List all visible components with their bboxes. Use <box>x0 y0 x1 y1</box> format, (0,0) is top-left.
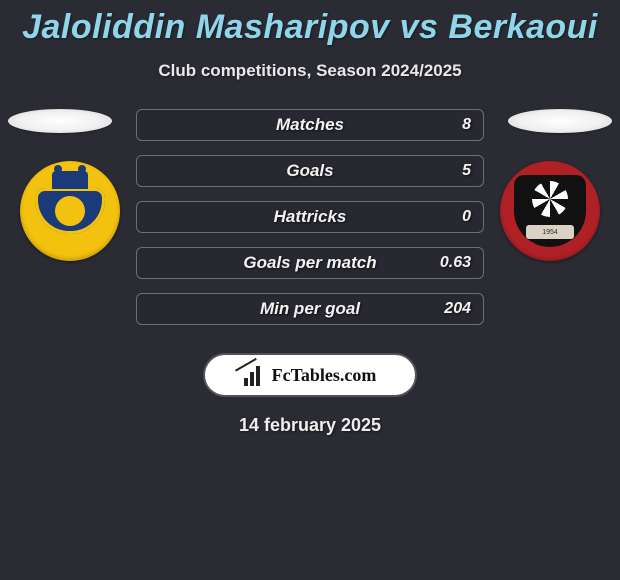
crest-right-year: 1954 <box>526 225 574 239</box>
stat-row-hattricks: Hattricks 0 <box>136 201 484 233</box>
page-title: Jaloliddin Masharipov vs Berkaoui <box>0 0 620 47</box>
club-crest-right: 1954 <box>500 161 600 261</box>
comparison-arena: 1954 Matches 8 Goals 5 Hattricks 0 Goals… <box>0 109 620 339</box>
stat-value-right: 0.63 <box>440 254 471 272</box>
stat-row-goals: Goals 5 <box>136 155 484 187</box>
stat-label: Min per goal <box>260 299 360 319</box>
update-date: 14 february 2025 <box>0 415 620 436</box>
crest-globe-icon <box>55 196 85 226</box>
player-left-photo-placeholder <box>8 109 112 133</box>
crest-left-inner <box>35 188 105 234</box>
player-right-photo-placeholder <box>508 109 612 133</box>
stat-row-goals-per-match: Goals per match 0.63 <box>136 247 484 279</box>
stat-value-right: 204 <box>444 300 471 318</box>
bar-chart-icon <box>244 364 266 386</box>
club-crest-left <box>20 161 120 261</box>
crest-right-shield: 1954 <box>514 175 586 247</box>
brand-text: FcTables.com <box>272 365 377 386</box>
stat-value-right: 8 <box>462 116 471 134</box>
stat-label: Goals per match <box>243 253 376 273</box>
stat-label: Hattricks <box>274 207 347 227</box>
subtitle: Club competitions, Season 2024/2025 <box>0 61 620 81</box>
stat-row-min-per-goal: Min per goal 204 <box>136 293 484 325</box>
stat-label: Matches <box>276 115 344 135</box>
stat-value-right: 5 <box>462 162 471 180</box>
soccer-ball-icon <box>532 181 568 217</box>
stat-label: Goals <box>286 161 333 181</box>
brand-link[interactable]: FcTables.com <box>203 353 417 397</box>
stat-value-right: 0 <box>462 208 471 226</box>
crest-crown-icon <box>52 171 88 189</box>
stat-rows: Matches 8 Goals 5 Hattricks 0 Goals per … <box>136 109 484 339</box>
stat-row-matches: Matches 8 <box>136 109 484 141</box>
